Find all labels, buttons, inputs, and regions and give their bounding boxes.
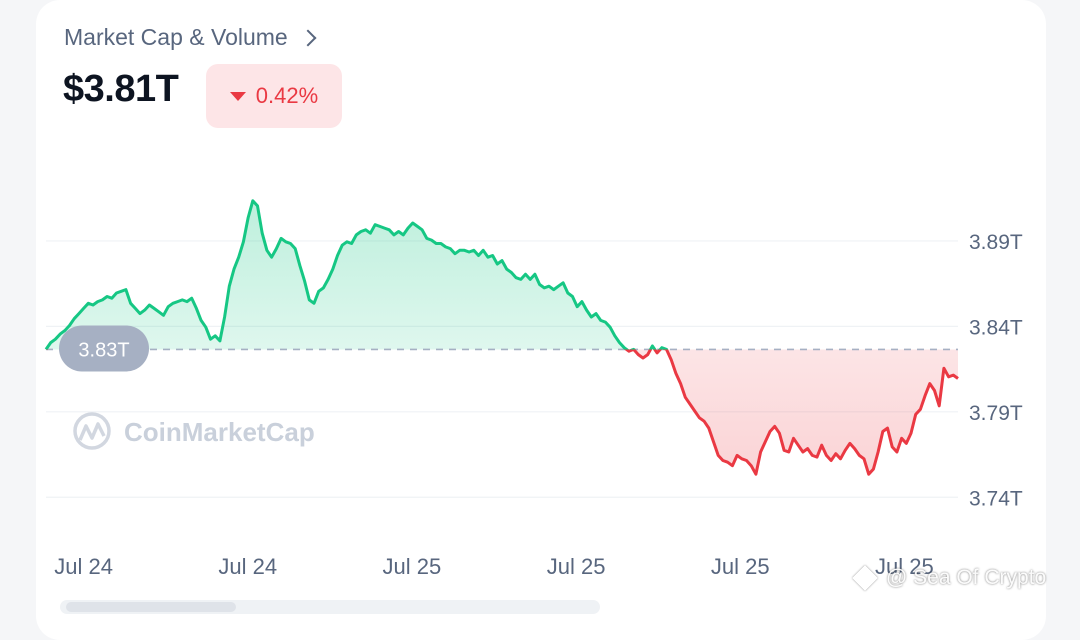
- coinmarketcap-logo-icon: [73, 412, 111, 450]
- x-tick-label: Jul 25: [711, 554, 770, 579]
- baseline-label-pill: [59, 325, 149, 372]
- baseline-label: 3.83T: [78, 339, 129, 361]
- x-tick-label: Jul 25: [875, 554, 934, 579]
- change-percent: 0.42%: [255, 83, 319, 108]
- y-tick-label: 3.79T: [969, 402, 1023, 425]
- y-tick-label: 3.89T: [969, 231, 1023, 254]
- area-fill-below: [46, 349, 958, 475]
- series-line-down: [46, 349, 959, 476]
- watermark: @ Sea Of Crypto: [852, 565, 1047, 591]
- logo-wave: [78, 422, 106, 441]
- header-title: Market Cap & Volume: [64, 24, 288, 50]
- coinmarketcap-logo-text: CoinMarketCap: [124, 417, 315, 447]
- range-scrollbar[interactable]: [60, 600, 600, 614]
- x-tick-label: Jul 24: [218, 554, 277, 579]
- series-line-up: [44, 199, 669, 350]
- watermark-text: @ Sea Of Crypto: [886, 566, 1047, 589]
- change-badge: 0.42%: [206, 64, 342, 128]
- logo-circle: [73, 412, 111, 450]
- y-tick-label: 3.74T: [969, 487, 1023, 510]
- x-tick-label: Jul 25: [547, 554, 606, 579]
- y-tick-label: 3.84T: [969, 316, 1023, 339]
- x-tick-label: Jul 24: [54, 554, 113, 579]
- market-cap-value: $3.81T: [63, 68, 179, 110]
- range-scroll-thumb[interactable]: [66, 602, 236, 612]
- market-cap-chart[interactable]: 3.83T CoinMarketCap 3.74T 3.79T 3.84T 3.89T J…: [0, 0, 1080, 607]
- diamond-icon: [852, 565, 878, 591]
- market-cap-volume-link[interactable]: Market Cap & Volume: [64, 24, 317, 51]
- area-fill-above: [46, 200, 667, 350]
- triangle-down-icon: [229, 91, 246, 101]
- x-tick-label: Jul 25: [383, 554, 442, 579]
